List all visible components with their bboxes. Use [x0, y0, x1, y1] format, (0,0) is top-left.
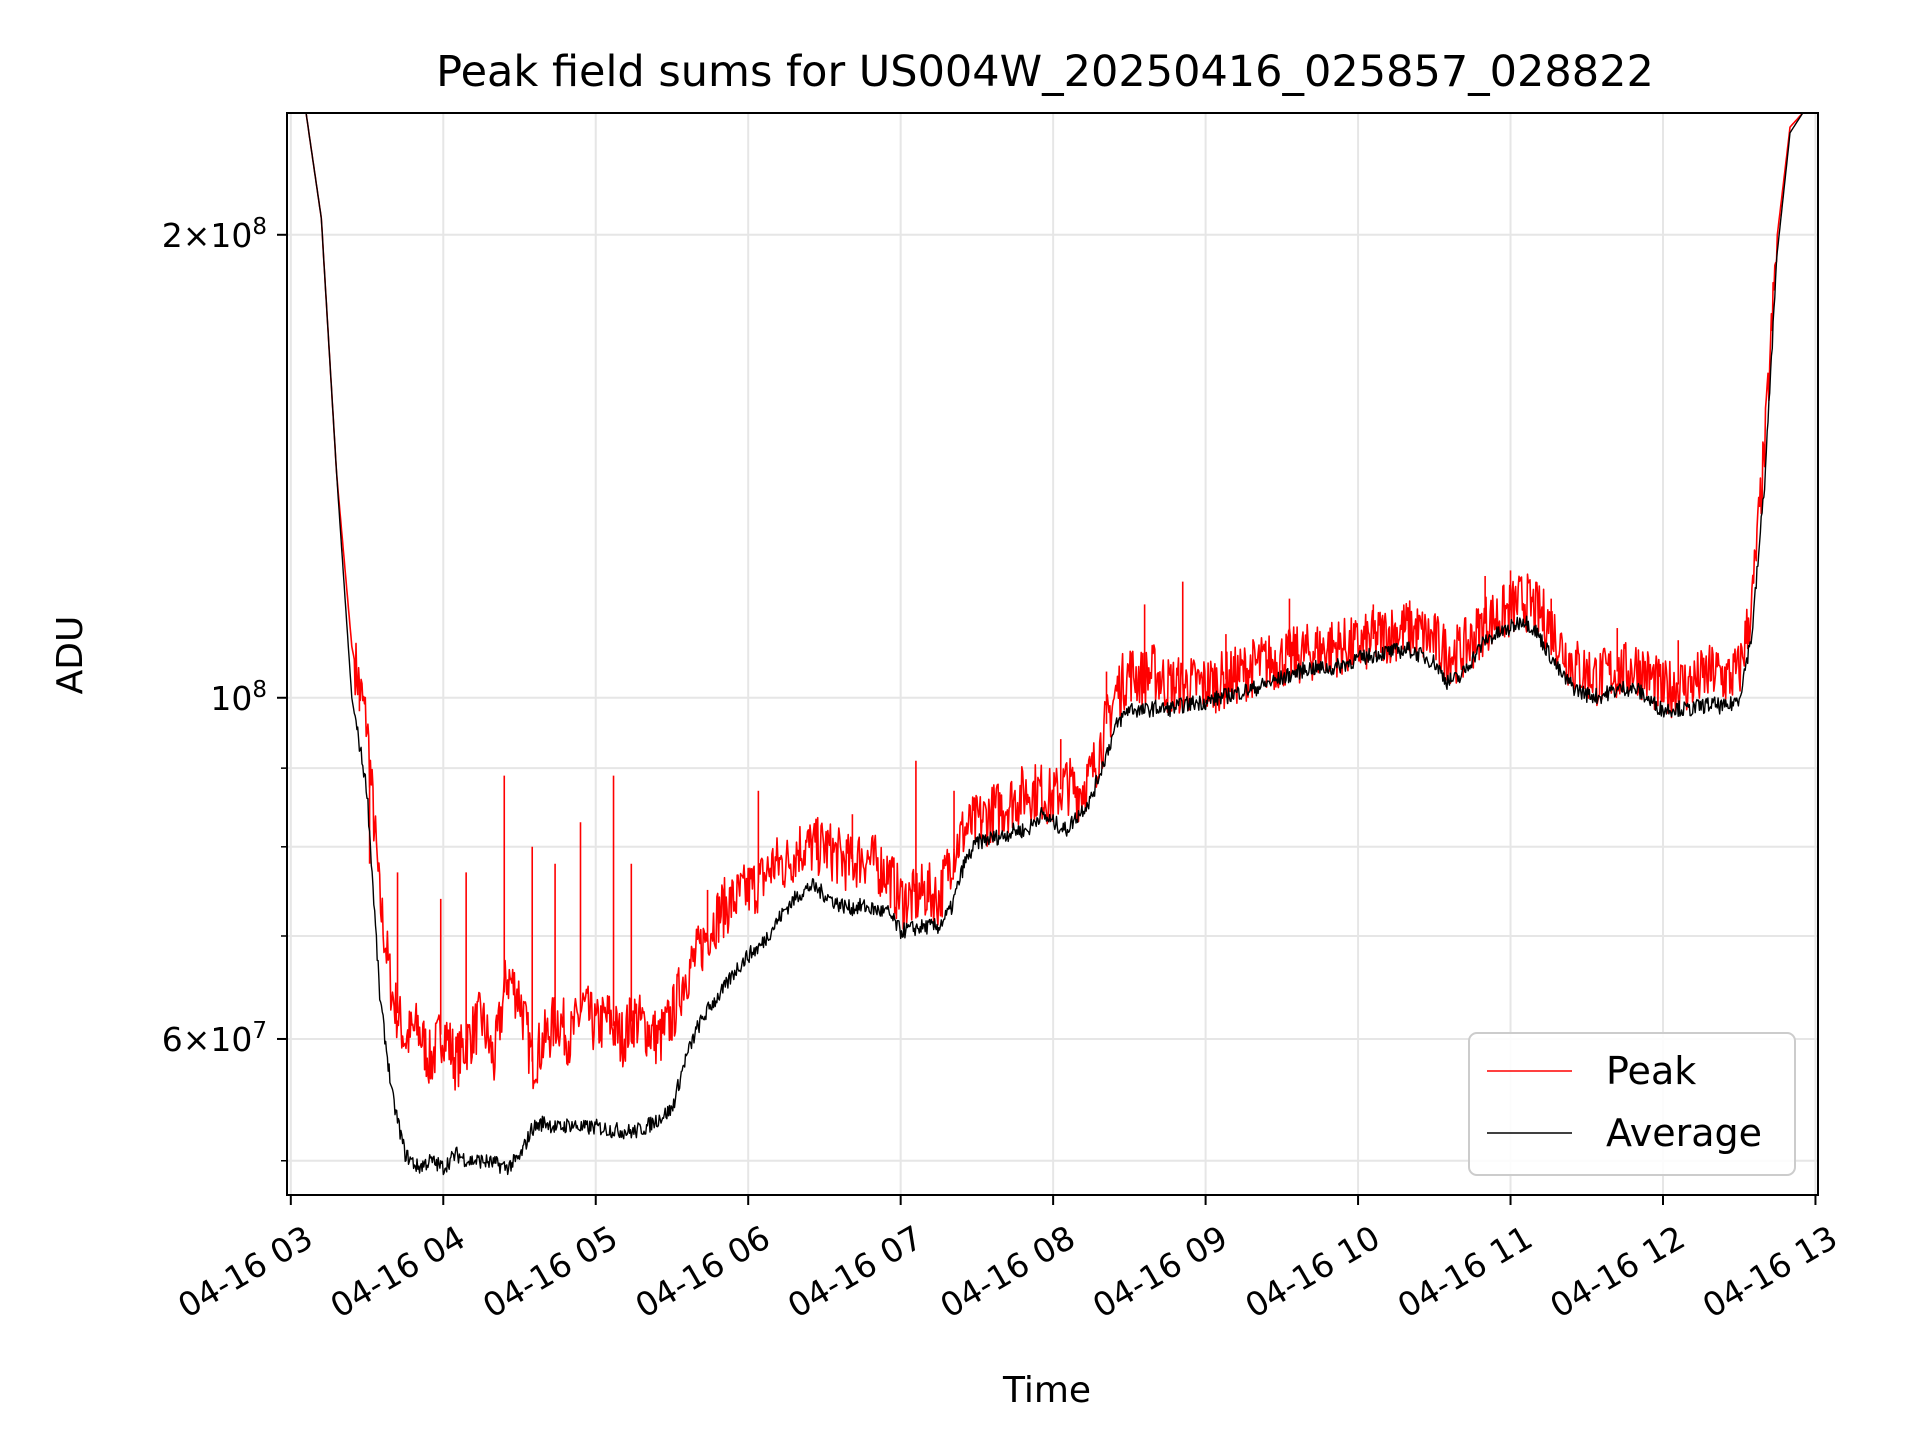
chart-title: Peak field sums for US004W_20250416_0258…: [436, 47, 1654, 97]
series-line-average: [288, 112, 1816, 1176]
y-axis-label: ADU: [50, 616, 91, 695]
series-line-peak: [288, 112, 1816, 1091]
y-tick-label: 108: [210, 677, 267, 718]
x-axis-label: Time: [1002, 1370, 1091, 1411]
y-tick-label: 6×107: [162, 1018, 267, 1059]
y-tick-label: 2×108: [162, 214, 267, 255]
legend-label-average: Average: [1606, 1111, 1762, 1155]
legend-box: [1468, 1032, 1796, 1176]
legend-label-peak: Peak: [1606, 1049, 1696, 1093]
legend: Peak Average: [1468, 1032, 1796, 1176]
plot-lines: [288, 112, 1816, 1176]
